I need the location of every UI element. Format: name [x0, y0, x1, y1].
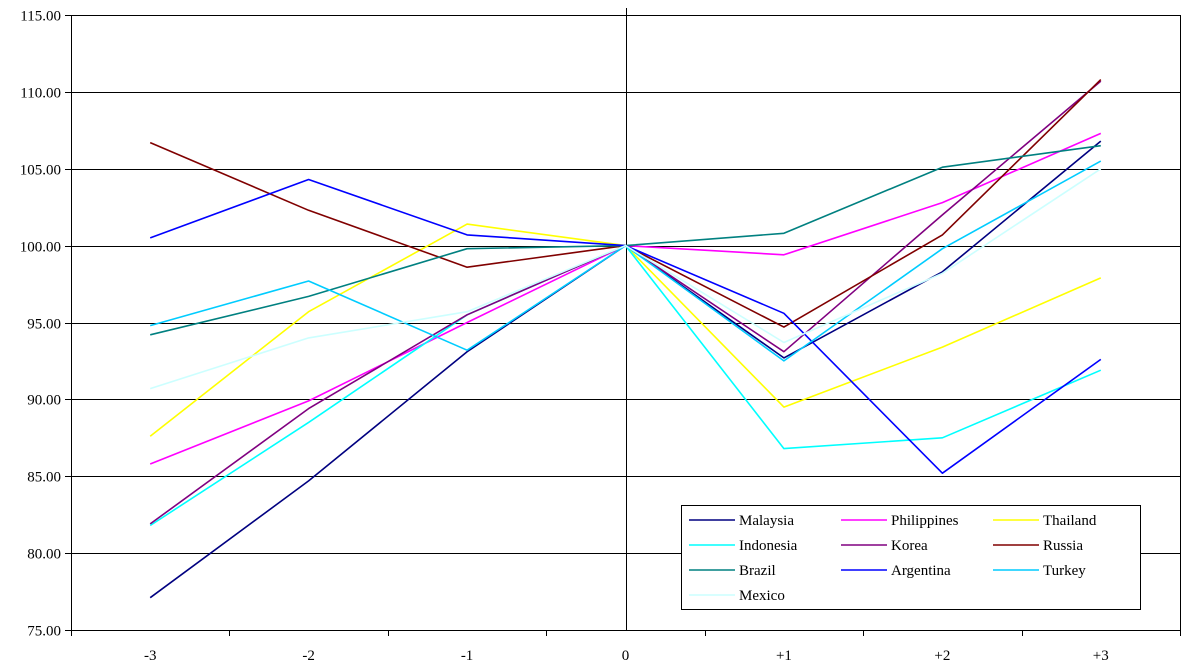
legend-item-thailand: Thailand	[993, 513, 1097, 529]
series-line-korea	[149, 80, 1102, 525]
legend-item-korea: Korea	[841, 538, 928, 554]
y-tick-label: 75.00	[27, 624, 61, 640]
legend-item-turkey: Turkey	[993, 563, 1086, 579]
legend-label: Argentina	[891, 563, 951, 579]
x-tick-label: +2	[934, 648, 950, 664]
legend-box	[681, 505, 1141, 610]
legend-item-mexico: Mexico	[689, 588, 785, 604]
series-line-mexico	[149, 168, 1102, 390]
y-tick-label: 90.00	[27, 393, 61, 409]
series-line-argentina	[149, 178, 1102, 475]
legend-label: Russia	[1043, 538, 1083, 554]
y-tick-label: 80.00	[27, 547, 61, 563]
y-tick-label: 95.00	[27, 317, 61, 333]
series-line-russia	[149, 79, 1102, 328]
legend-item-russia: Russia	[993, 538, 1083, 554]
legend-label: Thailand	[1043, 513, 1097, 529]
legend-label: Korea	[891, 538, 928, 554]
y-tick-label: 110.00	[20, 86, 61, 102]
x-tick-label: -1	[461, 648, 474, 664]
series-line-indonesia	[149, 244, 1102, 527]
axes	[65, 8, 1181, 636]
series-line-philippines	[149, 132, 1102, 465]
legend-item-argentina: Argentina	[841, 563, 951, 579]
legend-item-brazil: Brazil	[689, 563, 776, 579]
series-line-turkey	[149, 160, 1102, 362]
legend-item-malaysia: Malaysia	[689, 513, 794, 529]
legend-label: Mexico	[739, 588, 785, 604]
y-tick-label: 100.00	[20, 240, 61, 256]
legend-label: Indonesia	[739, 538, 798, 554]
legend-label: Brazil	[739, 563, 776, 579]
legend-label: Turkey	[1043, 563, 1086, 579]
legend-item-indonesia: Indonesia	[689, 538, 798, 554]
x-tick-label: +3	[1093, 648, 1109, 664]
y-tick-label: 105.00	[20, 163, 61, 179]
x-tick-label: -2	[302, 648, 315, 664]
y-tick-label: 115.00	[20, 9, 61, 25]
tick-labels: 75.00 80.00 85.00 90.00 95.00 100.00 105.00 110…	[20, 9, 1109, 665]
legend-label: Philippines	[891, 513, 959, 529]
legend-item-philippines: Philippines	[841, 513, 959, 529]
x-tick-label: +1	[776, 648, 792, 664]
x-tick-label: 0	[622, 648, 630, 664]
y-tick-label: 85.00	[27, 470, 61, 486]
x-tick-label: -3	[144, 648, 157, 664]
legend: Malaysia Philippines Thailand Indonesia Kore…	[681, 505, 1141, 610]
series-lines	[149, 79, 1102, 599]
legend-label: Malaysia	[739, 513, 794, 529]
series-line-thailand	[149, 223, 1102, 437]
